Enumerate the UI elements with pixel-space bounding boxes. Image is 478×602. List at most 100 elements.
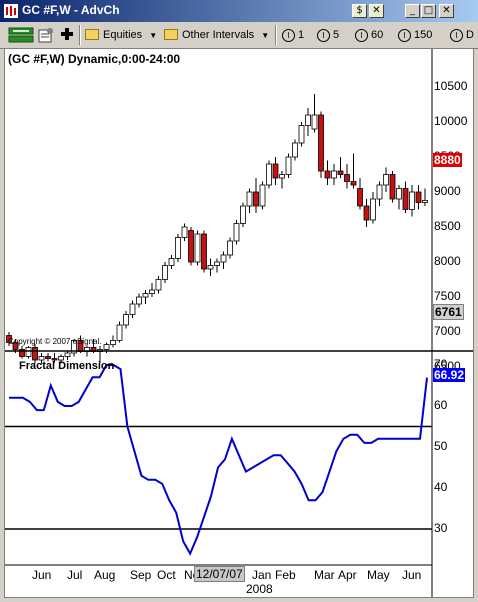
fractal-dimension-line — [9, 364, 428, 556]
minimize-button[interactable]: _ — [405, 4, 420, 18]
candle-up — [149, 289, 155, 294]
toolbar-separator — [79, 25, 81, 45]
candle-down — [357, 188, 363, 207]
indicator-tick-label: 60 — [434, 398, 448, 412]
candle-up — [123, 314, 129, 326]
candle-up — [181, 226, 188, 238]
candle-down — [389, 174, 396, 200]
app-icon — [4, 4, 18, 18]
other-intervals-dropdown[interactable]: Other Intervals ▼ — [164, 26, 269, 44]
copyright-label: Copyright © 2007 eSignal. — [8, 337, 102, 346]
maximize-button[interactable]: □ — [421, 4, 436, 18]
candle-down — [12, 342, 19, 350]
candle-down — [32, 346, 38, 361]
candle-up — [233, 223, 240, 242]
interval-icon: I — [355, 29, 368, 42]
candle-up — [259, 184, 266, 207]
candle-up — [207, 265, 214, 270]
chart-svg — [5, 49, 473, 597]
interval-icon: I — [317, 29, 330, 42]
candle-down — [45, 356, 51, 359]
candle-down — [344, 174, 350, 182]
candle-up — [142, 293, 149, 298]
candle-down — [201, 233, 207, 270]
x-tick-label: Jul — [67, 568, 83, 582]
candle-up — [194, 233, 201, 263]
highlighted-date-label: 12/07/07 — [194, 566, 245, 582]
x-tick-label: Apr — [338, 568, 357, 582]
candle-up — [162, 265, 168, 280]
interval-icon: I — [282, 29, 295, 42]
candle-down — [318, 114, 324, 172]
equities-dropdown[interactable]: Equities ▼ — [85, 26, 157, 44]
x-tick-label: Jun — [32, 568, 52, 582]
candle-up — [376, 184, 383, 200]
folder-icon — [164, 29, 178, 40]
add-icon[interactable] — [60, 27, 74, 41]
dropdown-arrow-icon: ▼ — [261, 31, 270, 40]
candle-up — [246, 191, 253, 207]
interval-button-150[interactable]: I 150 — [398, 26, 432, 44]
candle-up — [266, 163, 272, 186]
candle-up — [110, 339, 116, 345]
candle-up — [240, 205, 246, 224]
properties-icon[interactable] — [38, 27, 54, 43]
candle-down — [324, 170, 331, 179]
indicator-tick-label: 70 — [434, 357, 448, 371]
candle-up — [136, 296, 142, 305]
candle-up — [409, 191, 415, 210]
candle-down — [363, 205, 370, 221]
price-tick-label: 10000 — [434, 114, 468, 128]
equities-label: Equities — [103, 29, 143, 41]
chart-area[interactable]: (GC #F,W) Dynamic,0:00-24:00 Copyright ©… — [4, 48, 474, 598]
candle-up — [331, 170, 337, 179]
symbol-label: (GC #F,W) Dynamic,0:00-24:00 — [8, 52, 181, 66]
link-close-icon[interactable]: ✕ — [369, 4, 384, 18]
candle-down — [188, 230, 194, 263]
candle-up — [422, 199, 428, 203]
close-button[interactable]: ✕ — [439, 4, 454, 18]
price-tick-label: 7000 — [434, 324, 461, 338]
indicator-title: Fractal Dimension — [19, 360, 115, 372]
candle-up — [383, 174, 389, 186]
candle-up — [58, 356, 64, 361]
x-tick-label: Oct — [157, 568, 176, 582]
interval-button-60[interactable]: I 60 — [355, 26, 383, 44]
candle-down — [415, 191, 422, 203]
candle-up — [155, 279, 162, 291]
candle-up — [25, 346, 32, 357]
candle-up — [220, 254, 227, 263]
x-tick-label: Feb — [275, 568, 296, 582]
price-tick-label: 8000 — [434, 254, 461, 268]
indicator-tick-label: 30 — [434, 521, 448, 535]
candle-up — [103, 344, 110, 350]
folder-icon — [85, 29, 99, 40]
interval-icon: I — [450, 29, 463, 42]
candle-up — [279, 174, 285, 179]
candle-up — [285, 156, 292, 175]
candle-up — [292, 142, 298, 158]
link-chain-icon[interactable] — [8, 27, 34, 43]
dollar-icon[interactable]: $ — [352, 4, 367, 18]
x-tick-label: Sep — [130, 568, 152, 582]
candle-up — [71, 339, 77, 354]
candle-up — [370, 198, 376, 221]
x-tick-label: Jun — [402, 568, 422, 582]
candle-up — [64, 352, 71, 357]
indicator-tick-label: 50 — [434, 439, 448, 453]
candle-up — [214, 261, 220, 266]
price-tick-label: 9000 — [434, 184, 461, 198]
indicator-tick-label: 40 — [434, 480, 448, 494]
candle-up — [311, 114, 318, 130]
title-bar: GC #F,W - AdvCh $ ✕ _ □ ✕ — [0, 0, 478, 22]
year-label: 2008 — [246, 582, 273, 596]
candle-down — [337, 170, 344, 175]
candle-up — [175, 237, 181, 259]
interval-icon: I — [398, 29, 411, 42]
candle-down — [253, 191, 259, 207]
candle-up — [298, 125, 305, 144]
